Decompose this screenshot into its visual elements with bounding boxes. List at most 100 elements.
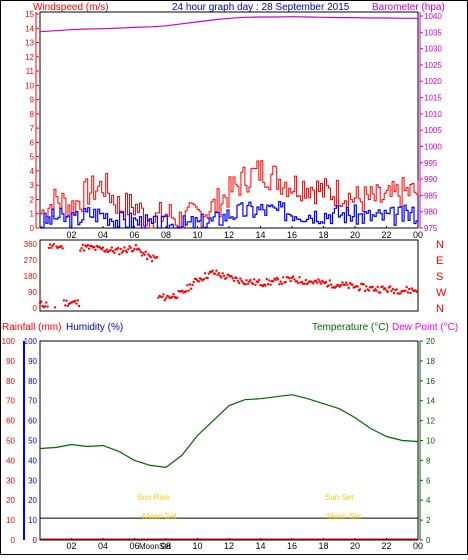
direction-point <box>405 286 408 289</box>
rain-y-tick-label: 10 <box>6 516 15 525</box>
direction-point <box>186 284 189 287</box>
x-tick-label-bottom: 12 <box>224 541 234 551</box>
rain-y-tick-label: 50 <box>6 437 15 446</box>
page-title: 24 hour graph day : 28 September 2015 <box>172 2 350 13</box>
rainfall-label: Rainfall (mm) <box>2 322 61 333</box>
rain-y-tick-label: 30 <box>6 476 15 485</box>
windspeed-label: Windspeed (m/s) <box>33 2 109 13</box>
dewpoint-label: Dew Point (°C) <box>392 322 458 333</box>
x-tick-label-top: 02 <box>66 230 76 240</box>
direction-point <box>303 282 306 285</box>
direction-point <box>211 269 214 272</box>
direction-point <box>371 285 374 288</box>
direction-point <box>375 289 378 292</box>
direction-point <box>206 276 209 280</box>
direction-point <box>50 246 53 249</box>
direction-point <box>235 276 238 280</box>
sun-moon-annotation: Sun Set <box>325 493 354 502</box>
baro-y-tick-label: 1005 <box>424 126 442 135</box>
direction-point <box>391 287 394 291</box>
x-tick-label-bottom: 10 <box>192 541 202 551</box>
direction-point <box>264 284 267 287</box>
wind-y-tick-label: 7 <box>30 124 35 133</box>
direction-point <box>87 247 91 250</box>
direction-point <box>363 289 367 293</box>
wind-y-tick-label: 5 <box>30 153 35 162</box>
direction-point <box>395 288 398 291</box>
direction-point <box>220 276 223 279</box>
direction-point <box>367 289 371 292</box>
rain-y-tick-label: 0 <box>11 536 16 545</box>
direction-point <box>47 246 50 250</box>
wind-y-tick-label: 13 <box>25 39 34 48</box>
direction-point <box>399 292 402 295</box>
direction-point <box>379 291 382 294</box>
direction-point <box>316 281 319 284</box>
direction-point <box>142 251 145 255</box>
direction-y-tick-label: 270 <box>24 256 38 265</box>
sun-moon-annotation: Moon Set <box>143 512 178 521</box>
direction-point <box>282 276 285 279</box>
direction-point <box>191 283 194 287</box>
direction-point <box>319 282 323 285</box>
direction-point <box>63 304 67 307</box>
direction-point <box>190 287 193 290</box>
direction-point <box>288 276 291 280</box>
direction-point <box>145 257 149 261</box>
direction-point <box>389 285 392 288</box>
direction-point <box>66 304 69 308</box>
direction-point <box>317 278 320 281</box>
wind-y-tick-label: 6 <box>30 138 35 147</box>
x-tick-label-bottom: 04 <box>98 541 108 551</box>
direction-point <box>118 253 121 256</box>
temp-y-tick-label: 4 <box>426 496 431 505</box>
direction-point <box>254 283 257 286</box>
temp-y-tick-label: 0 <box>426 536 431 545</box>
direction-point <box>298 276 301 279</box>
x-tick-label-bottom: 02 <box>66 541 76 551</box>
axes-layer: 0202040406060808101012121414161618182020… <box>2 10 447 551</box>
direction-point <box>244 283 247 286</box>
direction-point <box>246 282 250 286</box>
baro-y-tick-label: 1040 <box>424 12 442 21</box>
direction-point <box>232 279 236 283</box>
baro-y-tick-label: 1000 <box>424 142 442 151</box>
direction-point <box>101 246 105 249</box>
rain-y-tick-label: 40 <box>6 456 15 465</box>
direction-panel <box>39 239 419 312</box>
windspeed-series-line <box>40 160 419 229</box>
baro-y-tick-label: 1025 <box>424 61 442 70</box>
temp-y-tick-label: 6 <box>426 476 431 485</box>
direction-point <box>163 299 166 302</box>
humidity-y-tick-label: 70 <box>28 397 37 406</box>
direction-y-tick-label: 0 <box>33 304 38 313</box>
direction-point <box>404 289 407 292</box>
direction-point <box>51 244 54 247</box>
direction-point <box>390 289 393 293</box>
direction-point <box>172 292 175 296</box>
direction-point <box>251 282 255 286</box>
direction-point <box>314 279 318 282</box>
humidity-y-tick-label: 20 <box>28 496 37 505</box>
direction-point <box>269 283 272 286</box>
direction-point <box>150 260 154 263</box>
x-tick-label-bottom: 22 <box>381 541 391 551</box>
direction-point <box>171 295 174 298</box>
rain-y-tick-label: 60 <box>6 417 15 426</box>
direction-point <box>408 287 411 291</box>
x-tick-label-bottom: 06 <box>129 541 139 551</box>
wind-y-tick-label: 3 <box>30 181 35 190</box>
moonset-axis-label: MoonSet <box>139 542 172 551</box>
direction-point <box>258 278 261 282</box>
direction-point <box>324 280 328 284</box>
direction-point <box>347 286 350 290</box>
direction-point <box>362 283 365 286</box>
barometer-series-line <box>39 16 418 33</box>
x-tick-label-top: 20 <box>350 230 360 240</box>
direction-point <box>138 248 141 251</box>
direction-point <box>345 281 348 284</box>
direction-point <box>276 278 280 281</box>
wind-y-tick-label: 4 <box>30 167 35 176</box>
direction-point <box>122 249 125 253</box>
